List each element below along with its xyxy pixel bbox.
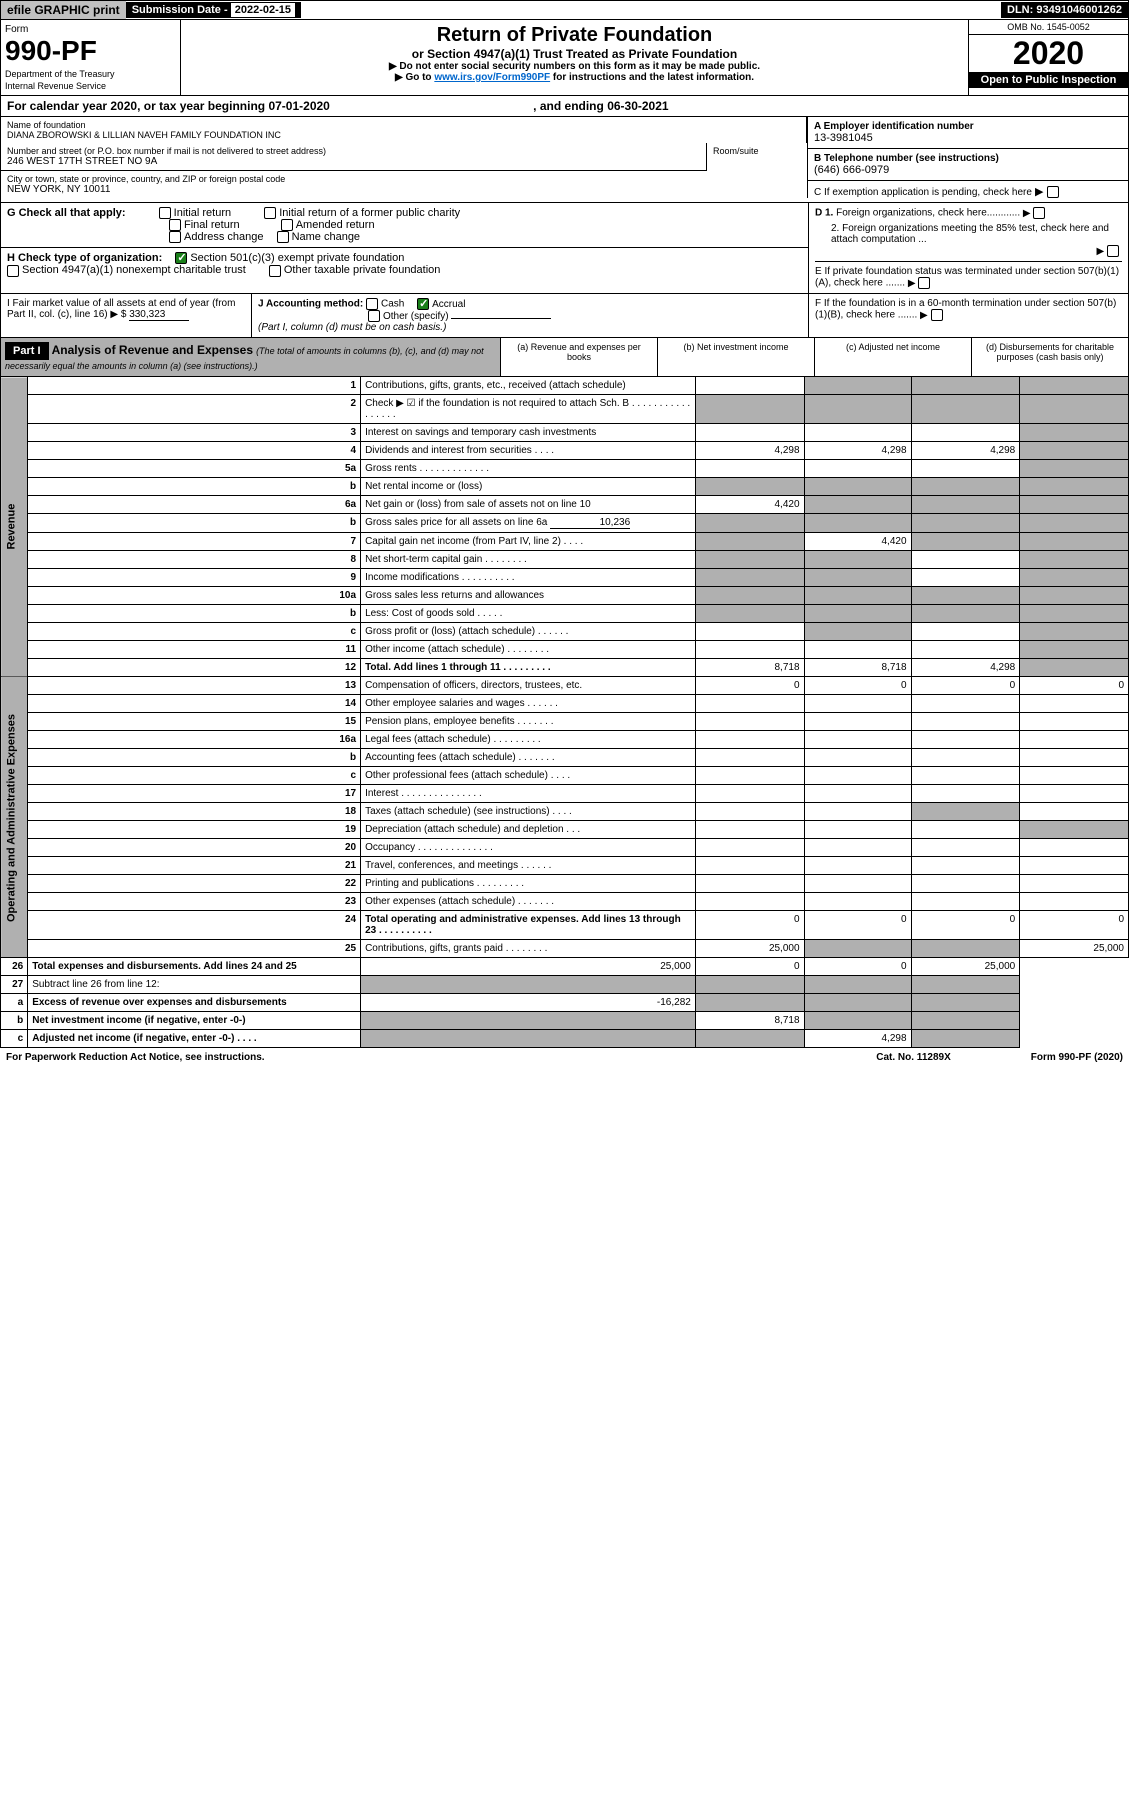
dept-irs: Internal Revenue Service xyxy=(5,81,176,91)
ein-value: 13-3981045 xyxy=(814,132,1122,144)
topbar: efile GRAPHIC print Submission Date - 20… xyxy=(0,0,1129,20)
checkbox-c[interactable] xyxy=(1047,186,1059,198)
arrow-icon: ▶ xyxy=(1035,185,1043,198)
cb-501c3[interactable] xyxy=(175,252,187,264)
cb-initial[interactable] xyxy=(159,207,171,219)
instructions-link[interactable]: www.irs.gov/Form990PF xyxy=(434,72,550,83)
j-label: J Accounting method: xyxy=(258,299,363,310)
cb-f[interactable] xyxy=(931,309,943,321)
addr-label: Number and street (or P.O. box number if… xyxy=(7,146,700,156)
dept-treasury: Department of the Treasury xyxy=(5,69,176,79)
room-label: Room/suite xyxy=(713,146,801,156)
lines-table: Revenue 1Contributions, gifts, grants, e… xyxy=(0,377,1129,1048)
e-label: E If private foundation status was termi… xyxy=(815,266,1119,289)
h-label: H Check type of organization: xyxy=(7,252,162,264)
section-g-h: G Check all that apply: Initial return I… xyxy=(0,203,1129,294)
info-block: Name of foundation DIANA ZBOROWSKI & LIL… xyxy=(0,117,1129,203)
form-subtitle: or Section 4947(a)(1) Trust Treated as P… xyxy=(185,47,964,61)
submission-label: Submission Date - 2022-02-15 xyxy=(126,2,301,18)
footer-center: Cat. No. 11289X xyxy=(876,1052,950,1063)
page-footer: For Paperwork Reduction Act Notice, see … xyxy=(0,1048,1129,1067)
inspection-label: Open to Public Inspection xyxy=(969,72,1128,88)
cb-cash[interactable] xyxy=(366,298,378,310)
j-note: (Part I, column (d) must be on cash basi… xyxy=(258,322,446,333)
col-d-header: (d) Disbursements for charitable purpose… xyxy=(972,338,1128,376)
g-label: G Check all that apply: xyxy=(7,207,126,219)
cb-other-taxable[interactable] xyxy=(269,265,281,277)
form-number: 990-PF xyxy=(5,35,176,67)
cb-amended[interactable] xyxy=(281,219,293,231)
i-label: I Fair market value of all assets at end… xyxy=(7,298,235,320)
cb-d1[interactable] xyxy=(1033,207,1045,219)
ein-label: A Employer identification number xyxy=(814,121,1122,132)
cb-d2[interactable] xyxy=(1107,245,1119,257)
header-left: Form 990-PF Department of the Treasury I… xyxy=(1,20,181,95)
phone-label: B Telephone number (see instructions) xyxy=(814,153,1122,164)
i-value: 330,323 xyxy=(129,309,189,321)
revenue-side: Revenue xyxy=(1,377,28,677)
city-state-zip: NEW YORK, NY 10011 xyxy=(7,184,801,195)
cb-name-change[interactable] xyxy=(277,231,289,243)
analysis-title: Analysis of Revenue and Expenses xyxy=(52,343,253,357)
expenses-side: Operating and Administrative Expenses xyxy=(1,677,28,958)
col-b-header: (b) Net investment income xyxy=(658,338,815,376)
city-label: City or town, state or province, country… xyxy=(7,174,801,184)
note-link: ▶ Go to www.irs.gov/Form990PF for instru… xyxy=(185,72,964,83)
tax-year: 2020 xyxy=(969,35,1128,72)
col-c-header: (c) Adjusted net income xyxy=(815,338,972,376)
cb-addr-change[interactable] xyxy=(169,231,181,243)
footer-right: Form 990-PF (2020) xyxy=(1031,1052,1123,1063)
form-title: Return of Private Foundation xyxy=(185,24,964,47)
section-i-j-f: I Fair market value of all assets at end… xyxy=(0,294,1129,338)
omb-number: OMB No. 1545-0052 xyxy=(969,20,1128,35)
note-ssn: ▶ Do not enter social security numbers o… xyxy=(185,61,964,72)
foundation-name: DIANA ZBOROWSKI & LILLIAN NAVEH FAMILY F… xyxy=(7,130,800,140)
form-header: Form 990-PF Department of the Treasury I… xyxy=(0,20,1129,96)
exemption-label: C If exemption application is pending, c… xyxy=(814,187,1032,198)
cb-final[interactable] xyxy=(169,219,181,231)
d1-label: D 1. D 1. Foreign organizations, check h… xyxy=(815,207,1122,219)
dln: DLN: 93491046001262 xyxy=(1001,2,1128,18)
cb-accrual[interactable] xyxy=(417,298,429,310)
cb-other-method[interactable] xyxy=(368,310,380,322)
address: 246 WEST 17TH STREET NO 9A xyxy=(7,156,700,167)
cb-initial-former[interactable] xyxy=(264,207,276,219)
d2-label: 2. Foreign organizations meeting the 85%… xyxy=(815,223,1122,245)
f-label: F If the foundation is in a 60-month ter… xyxy=(815,298,1116,321)
col-a-header: (a) Revenue and expenses per books xyxy=(501,338,658,376)
phone-value: (646) 666-0979 xyxy=(814,164,1122,176)
form-label: Form xyxy=(5,24,176,35)
header-center: Return of Private Foundation or Section … xyxy=(181,20,968,95)
footer-left: For Paperwork Reduction Act Notice, see … xyxy=(6,1052,265,1063)
part-label: Part I xyxy=(5,342,49,360)
cb-4947[interactable] xyxy=(7,265,19,277)
analysis-header: Part I Analysis of Revenue and Expenses … xyxy=(0,338,1129,377)
name-label: Name of foundation xyxy=(7,120,800,130)
submission-date: 2022-02-15 xyxy=(231,3,295,17)
efile-label[interactable]: efile GRAPHIC print xyxy=(1,1,126,19)
cb-e[interactable] xyxy=(918,277,930,289)
calendar-year-row: For calendar year 2020, or tax year begi… xyxy=(0,96,1129,117)
header-right: OMB No. 1545-0052 2020 Open to Public In… xyxy=(968,20,1128,95)
